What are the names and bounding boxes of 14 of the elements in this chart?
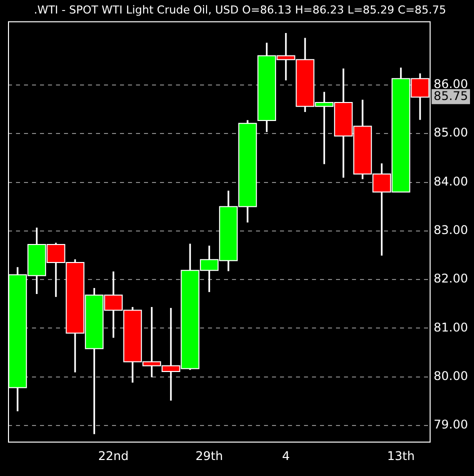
y-tick-label: 83.00 [434, 223, 468, 238]
x-tick-label: 22nd [98, 448, 129, 463]
x-tick-label: 13th [387, 448, 415, 463]
annotation: 85.75 [434, 89, 468, 104]
x-tick-label: 29th [195, 448, 224, 463]
y-tick-label: 80.00 [434, 369, 468, 384]
chart-title: .WTI - SPOT WTI Light Crude Oil, USD O=86.13 H=86.23 L=85.29 C=85.75 [34, 3, 446, 16]
y-tick-label: 79.00 [434, 418, 468, 432]
y-tick-label: 81.00 [434, 320, 468, 334]
y-tick-label: 85.00 [434, 126, 468, 140]
y-tick-label: 84.00 [434, 174, 468, 188]
x-tick-label: 4 [282, 448, 290, 463]
y-tick-label: 82.00 [434, 272, 468, 286]
y-tick-label: 86.00 [434, 77, 468, 92]
